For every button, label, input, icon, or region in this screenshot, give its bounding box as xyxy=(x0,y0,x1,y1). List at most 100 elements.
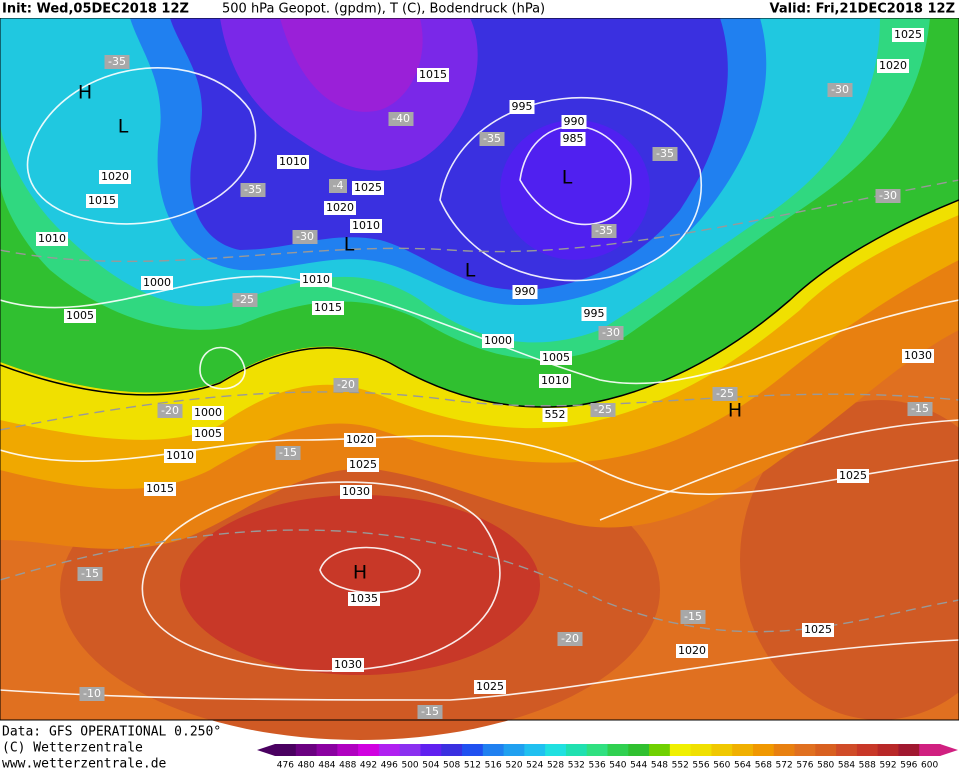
isotherm xyxy=(0,179,959,263)
temperature-label-box xyxy=(388,112,414,126)
pressure-label: 1020 xyxy=(879,59,907,72)
pressure-label-box xyxy=(802,623,834,637)
colorbar-label: 540 xyxy=(609,761,626,770)
pressure-center: H xyxy=(78,82,92,104)
temperature-label-box xyxy=(680,610,706,624)
colorbar-cell xyxy=(545,744,567,756)
pressure-label: 1030 xyxy=(334,658,362,671)
pressure-label: 995 xyxy=(584,307,605,320)
temperature-label-box xyxy=(590,403,616,417)
colorbar-cell xyxy=(337,744,359,756)
pressure-label-box xyxy=(99,170,131,184)
colorbar-label: 548 xyxy=(651,761,668,770)
colorbar-cell xyxy=(711,744,733,756)
pressure-label-box xyxy=(36,232,68,246)
colorbar-label: 584 xyxy=(838,761,855,770)
colorbar-cell xyxy=(420,744,442,756)
pressure-label-box xyxy=(892,28,924,42)
temperature-label: -20 xyxy=(561,632,579,645)
temperature-label-box xyxy=(333,378,359,392)
temperature-label: -15 xyxy=(684,610,702,623)
colorbar-label: 580 xyxy=(817,761,834,770)
pressure-center: L xyxy=(344,234,355,256)
colorbar-cell xyxy=(669,744,692,756)
colorbar-label: 544 xyxy=(630,761,647,770)
temperature-label-box xyxy=(827,83,853,97)
pressure-label: 1010 xyxy=(352,219,380,232)
temperature-label-box xyxy=(275,446,301,460)
warm-core xyxy=(180,495,540,675)
product: 500 hPa Geopot. (gpdm), T (C), Bodendruc… xyxy=(222,2,545,17)
temperature-label: -25 xyxy=(716,387,734,400)
pressure-label: 1010 xyxy=(279,155,307,168)
temperature-label-box xyxy=(875,189,901,203)
temperature-label-box xyxy=(907,402,933,416)
colorbar-cell xyxy=(441,744,463,756)
temperature-label-box xyxy=(557,632,583,646)
pressure-label: 1030 xyxy=(904,349,932,362)
pressure-label: 1025 xyxy=(354,181,382,194)
colorbar-cell xyxy=(815,744,837,756)
temperature-label-box xyxy=(157,404,183,418)
isotherm xyxy=(0,391,959,431)
colorbar-arrow xyxy=(257,744,275,756)
colorbar-cell xyxy=(565,744,588,756)
colorbar-label: 560 xyxy=(713,761,730,770)
pressure-label-box xyxy=(344,433,376,447)
temperature-label: -35 xyxy=(244,183,262,196)
pressure-label-box xyxy=(192,406,224,420)
temperature-label: -10 xyxy=(83,687,101,700)
pressure-label: 1025 xyxy=(804,623,832,636)
colorbar-cell xyxy=(732,744,754,756)
colorbar-cell xyxy=(898,744,920,756)
colorbar-label: 488 xyxy=(339,761,356,770)
pressure-label: 1015 xyxy=(146,482,174,495)
temperature-label-box xyxy=(479,132,505,146)
temperature-label-box xyxy=(292,230,318,244)
temperature-label: -30 xyxy=(831,83,849,96)
pressure-label-box xyxy=(512,285,538,299)
pressure-center: L xyxy=(118,116,129,138)
temperature-label: -30 xyxy=(879,189,897,202)
temperature-label-box xyxy=(598,326,624,340)
data-source: Data: GFS OPERATIONAL 0.250° xyxy=(2,725,221,740)
pressure-label: 1010 xyxy=(166,449,194,462)
colorbar-label: 496 xyxy=(381,761,398,770)
pressure-label: 990 xyxy=(515,285,536,298)
pressure-label-box xyxy=(141,276,173,290)
pressure-label-box xyxy=(581,307,607,321)
colorbar-label: 596 xyxy=(900,761,917,770)
temperature-label: -30 xyxy=(296,230,314,243)
colorbar-arrow xyxy=(940,744,958,756)
temperature-label: -15 xyxy=(911,402,929,415)
pressure-label: 1020 xyxy=(346,433,374,446)
colorbar-cell xyxy=(462,744,484,756)
temperature-label: -15 xyxy=(81,567,99,580)
pressure-center: L xyxy=(562,167,573,189)
pressure-label-box xyxy=(877,59,909,73)
colorbar-label: 484 xyxy=(318,761,335,770)
pressure-label-box xyxy=(164,449,196,463)
pressure-label: 1000 xyxy=(484,334,512,347)
warm-area xyxy=(740,400,959,720)
isobar xyxy=(26,67,257,225)
colorbar-cell xyxy=(316,744,338,756)
temperature-label: -35 xyxy=(656,147,674,160)
colorbar-label: 556 xyxy=(692,761,709,770)
isobar xyxy=(0,639,959,701)
pressure-label-box xyxy=(417,68,449,82)
pressure-label-box xyxy=(348,592,380,606)
pressure-label-box xyxy=(560,132,586,146)
pressure-label: 1020 xyxy=(678,644,706,657)
colorbar-cell xyxy=(836,744,858,756)
pressure-label-box xyxy=(332,658,364,672)
temperature-label: -35 xyxy=(595,224,613,237)
colorbar-cell xyxy=(607,744,629,756)
colorbar-label: 532 xyxy=(568,761,585,770)
pressure-center: H xyxy=(728,400,742,422)
init-time: Init: Wed,05DEC2018 12Z xyxy=(2,2,189,17)
colorbar-cell xyxy=(586,744,608,756)
pressure-label-box xyxy=(561,115,587,129)
pressure-label-box xyxy=(86,194,118,208)
